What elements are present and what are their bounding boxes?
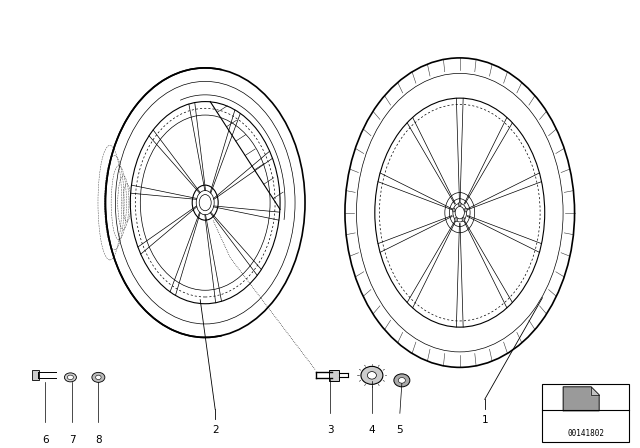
Ellipse shape	[65, 373, 76, 382]
Ellipse shape	[361, 366, 383, 384]
Ellipse shape	[92, 372, 105, 382]
Text: 7: 7	[69, 435, 76, 445]
Ellipse shape	[394, 374, 410, 387]
Text: 1: 1	[481, 415, 488, 425]
Ellipse shape	[462, 218, 465, 221]
Text: 2: 2	[212, 425, 218, 435]
Ellipse shape	[398, 378, 405, 383]
Ellipse shape	[67, 375, 74, 379]
Ellipse shape	[95, 375, 101, 379]
Text: 6: 6	[42, 435, 49, 445]
Polygon shape	[563, 387, 599, 411]
Text: 4: 4	[369, 425, 375, 435]
Ellipse shape	[458, 202, 461, 206]
Ellipse shape	[452, 208, 455, 212]
Text: 3: 3	[326, 425, 333, 435]
Bar	[33, 370, 40, 380]
Text: 8: 8	[95, 435, 102, 445]
Text: 5: 5	[397, 425, 403, 435]
Bar	[329, 370, 339, 381]
Text: 00141802: 00141802	[567, 429, 604, 438]
Ellipse shape	[454, 218, 458, 221]
Polygon shape	[591, 387, 599, 395]
Ellipse shape	[465, 208, 467, 212]
Ellipse shape	[367, 372, 376, 379]
Bar	[541, 384, 630, 442]
